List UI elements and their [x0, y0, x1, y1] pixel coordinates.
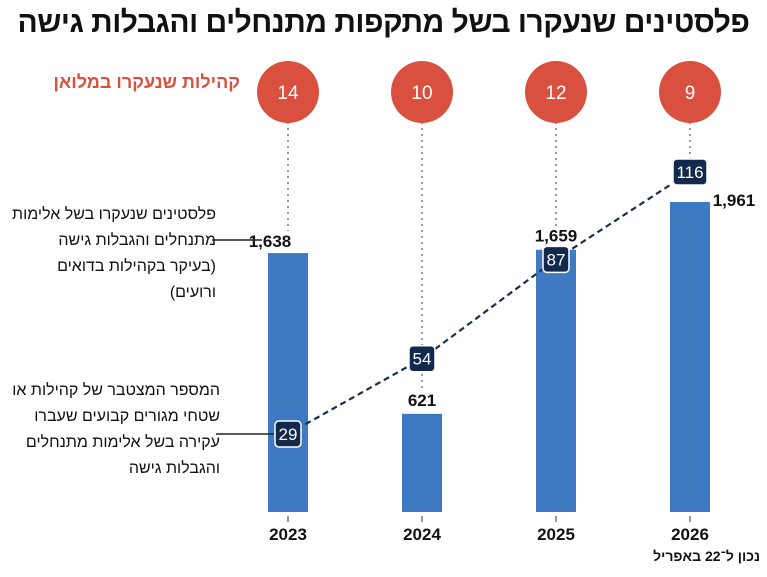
community-circle	[257, 61, 319, 123]
line-legend-note: המספר המצטבר של קהילות או שטחי מגורים קב…	[12, 382, 220, 477]
line-value-label: 29	[279, 425, 298, 444]
bar-value-label: 1,961	[713, 191, 756, 210]
community-circle-label: 9	[685, 83, 696, 104]
bar-value-label: 621	[408, 391, 436, 410]
line-point-marker	[408, 344, 436, 373]
community-circle-label: 14	[277, 83, 299, 104]
bar	[670, 202, 710, 512]
community-circle	[659, 61, 721, 123]
bar-value-label: 1,659	[535, 227, 578, 246]
community-circle-label: 10	[411, 83, 432, 104]
line-point-marker	[542, 245, 570, 274]
bar-value-label: 1,638	[249, 232, 292, 251]
trend-line	[287, 171, 691, 435]
bar	[402, 413, 442, 512]
line-value-label: 87	[547, 250, 566, 269]
x-axis-label: 2023	[269, 525, 307, 544]
x-axis-label: 2025	[537, 525, 575, 544]
circles-label: קהילות שנעקרו במלואן	[53, 72, 240, 92]
chart-title: פלסטינים שנעקרו בשל מתקפות מתנחלים והגבל…	[17, 6, 750, 39]
x-axis-label: 2024	[403, 525, 441, 544]
line-value-label: 54	[413, 350, 432, 369]
bar	[268, 253, 308, 513]
line-point-marker	[672, 158, 708, 186]
line-point-marker	[274, 420, 302, 448]
footnote: נכון ל־22 באפריל	[653, 548, 760, 564]
bars-legend-note: פלסטינים שנעקרו בשל אלימות מתנחלים והגבל…	[12, 206, 216, 301]
community-circle-label: 12	[545, 83, 566, 104]
community-circle	[391, 61, 453, 123]
bar	[536, 249, 576, 512]
x-axis-label: 2026	[671, 525, 709, 544]
community-circle	[525, 61, 587, 123]
line-value-label: 116	[676, 163, 703, 182]
